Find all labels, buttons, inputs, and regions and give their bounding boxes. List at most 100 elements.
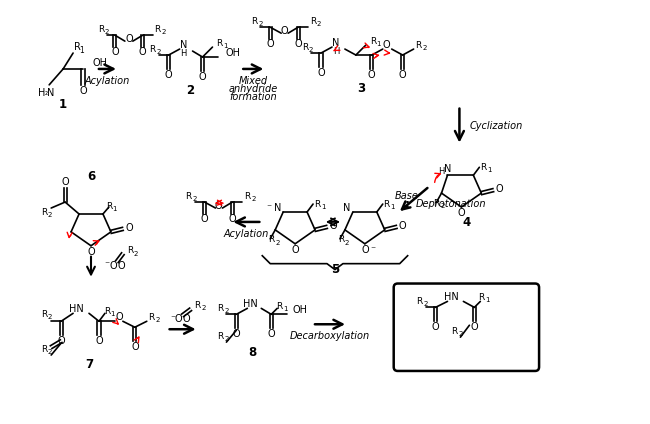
Text: R: R — [104, 307, 110, 316]
Text: HN: HN — [444, 293, 459, 302]
Text: O: O — [199, 72, 206, 82]
Text: Decarboxylation: Decarboxylation — [290, 331, 370, 341]
Text: 2: 2 — [155, 317, 160, 323]
Text: O: O — [229, 214, 236, 224]
Text: 2: 2 — [48, 212, 53, 218]
Text: O: O — [183, 314, 190, 324]
Text: O: O — [214, 201, 222, 211]
Text: OH: OH — [93, 58, 108, 68]
Text: OH: OH — [226, 48, 240, 58]
Text: 2: 2 — [187, 84, 194, 97]
Text: Acylation: Acylation — [84, 76, 129, 86]
FancyBboxPatch shape — [394, 284, 539, 371]
Text: N: N — [332, 38, 340, 48]
Text: O: O — [95, 336, 103, 346]
Text: R: R — [276, 302, 282, 311]
Text: 2: 2 — [275, 240, 280, 246]
Text: Cyclization: Cyclization — [470, 120, 523, 131]
Text: R: R — [384, 200, 390, 209]
Text: O: O — [115, 312, 123, 322]
Text: N: N — [343, 203, 350, 213]
Text: O: O — [233, 329, 240, 339]
Text: R: R — [434, 198, 439, 208]
Text: O: O — [175, 314, 183, 324]
Text: 8: 8 — [248, 346, 257, 359]
Text: R: R — [480, 163, 486, 172]
Text: O: O — [495, 184, 503, 194]
Text: R: R — [338, 235, 344, 244]
Text: H: H — [333, 47, 339, 56]
Text: 2: 2 — [251, 196, 255, 202]
Text: 2: 2 — [422, 45, 427, 51]
Text: R: R — [41, 310, 47, 319]
Text: ⁻: ⁻ — [105, 261, 109, 271]
Text: R: R — [268, 235, 274, 244]
Text: 2: 2 — [309, 47, 313, 53]
Text: O: O — [399, 221, 406, 231]
Text: R: R — [415, 41, 422, 50]
Text: R: R — [478, 293, 484, 302]
Text: 2: 2 — [344, 240, 349, 246]
Text: 4: 4 — [462, 216, 471, 229]
Text: O: O — [79, 86, 87, 96]
Text: anhydride: anhydride — [229, 84, 278, 94]
Text: 2: 2 — [192, 196, 197, 202]
Text: H: H — [438, 167, 445, 176]
Text: O: O — [87, 247, 95, 257]
Text: R: R — [216, 39, 222, 47]
Text: R: R — [41, 345, 47, 354]
Text: R: R — [370, 36, 376, 46]
Text: N: N — [274, 203, 281, 213]
Text: Acylation: Acylation — [224, 229, 269, 239]
Text: OH: OH — [292, 305, 307, 315]
Text: N: N — [47, 88, 55, 98]
Text: ₂: ₂ — [45, 88, 47, 97]
Text: ⁻: ⁻ — [370, 245, 375, 255]
Text: 1: 1 — [320, 204, 325, 210]
Text: 1: 1 — [376, 41, 381, 47]
Text: R: R — [217, 304, 224, 313]
Text: O: O — [294, 39, 302, 49]
Text: 2: 2 — [224, 308, 229, 314]
Text: formation: formation — [229, 92, 277, 102]
Text: O: O — [117, 261, 125, 271]
Text: R: R — [310, 17, 316, 26]
Text: R: R — [244, 192, 250, 201]
Text: H: H — [181, 49, 187, 58]
Text: 2: 2 — [440, 203, 445, 209]
Text: O: O — [432, 322, 439, 332]
Text: 1: 1 — [391, 204, 395, 210]
Text: R: R — [98, 25, 104, 33]
Text: R: R — [150, 45, 156, 53]
Text: R: R — [314, 200, 320, 209]
Text: O: O — [57, 336, 65, 346]
Text: O: O — [139, 47, 147, 57]
Text: N: N — [444, 164, 451, 174]
Text: 3: 3 — [357, 82, 365, 95]
Text: ⁻: ⁻ — [266, 203, 272, 213]
Text: O: O — [317, 68, 325, 78]
Text: 1: 1 — [283, 307, 287, 312]
Text: 2: 2 — [134, 251, 138, 257]
Text: N: N — [180, 40, 187, 50]
Text: R: R — [217, 332, 224, 340]
Text: Base: Base — [395, 191, 419, 201]
Text: Mixed: Mixed — [239, 76, 268, 86]
Text: R: R — [251, 17, 257, 26]
Text: 2: 2 — [161, 29, 166, 35]
Text: O: O — [383, 40, 391, 50]
Text: 1: 1 — [111, 311, 115, 317]
Text: O: O — [280, 26, 288, 36]
Text: 1: 1 — [112, 206, 117, 212]
Text: O: O — [458, 208, 465, 218]
Text: R: R — [185, 192, 192, 201]
Text: R: R — [417, 297, 423, 306]
Text: 1: 1 — [487, 167, 491, 173]
Text: O: O — [329, 221, 337, 231]
Text: 1: 1 — [485, 297, 489, 304]
Text: H: H — [38, 88, 45, 98]
Text: O: O — [291, 245, 299, 255]
Text: O: O — [399, 70, 406, 80]
Text: 2: 2 — [317, 21, 321, 27]
Text: 2: 2 — [48, 349, 53, 355]
